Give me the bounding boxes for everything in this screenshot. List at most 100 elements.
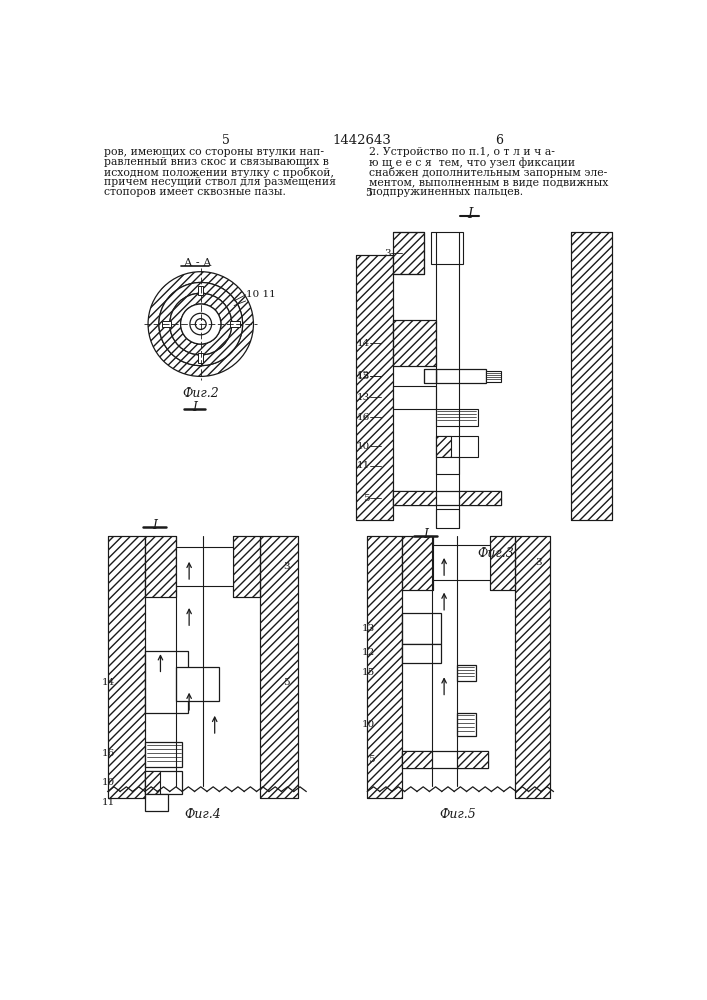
Text: 2. Устройство по п.1, о т л и ч а-: 2. Устройство по п.1, о т л и ч а- [369, 147, 555, 157]
Text: 11: 11 [103, 798, 115, 807]
Bar [145, 536, 176, 597]
Bar [145, 742, 182, 767]
Bar [402, 613, 441, 644]
Bar [436, 509, 459, 528]
Circle shape [170, 293, 232, 355]
Circle shape [190, 313, 211, 335]
Text: 6: 6 [495, 134, 503, 147]
Bar [431, 232, 464, 264]
Bar [107, 536, 145, 798]
Text: 1442643: 1442643 [332, 134, 392, 147]
Text: Фиг.4: Фиг.4 [184, 808, 221, 821]
Text: 14: 14 [103, 678, 115, 687]
Text: 10: 10 [103, 778, 115, 787]
Text: 5: 5 [363, 494, 370, 503]
Text: I: I [152, 519, 157, 532]
Circle shape [170, 293, 232, 355]
Bar [393, 232, 424, 274]
Bar [393, 491, 436, 505]
Text: причем несущий ствол для размещения: причем несущий ствол для размещения [104, 177, 336, 187]
Bar [402, 536, 433, 590]
Bar [571, 232, 612, 520]
Text: I: I [192, 401, 197, 414]
Text: 10 11: 10 11 [247, 290, 276, 299]
Bar [424, 369, 436, 383]
Bar [393, 232, 424, 274]
Bar [490, 536, 515, 590]
Bar [436, 436, 478, 457]
Bar [459, 491, 501, 505]
Text: ментом, выполненным в виде подвижных: ментом, выполненным в виде подвижных [369, 177, 608, 187]
Bar [233, 536, 260, 597]
Text: I: I [467, 207, 472, 221]
Bar [230, 321, 240, 327]
Text: 3: 3 [384, 249, 391, 258]
Bar [198, 353, 204, 363]
Bar [436, 436, 451, 457]
Bar [402, 751, 488, 768]
Bar [145, 771, 160, 794]
Text: 14: 14 [356, 339, 370, 348]
Bar [486, 371, 501, 382]
Text: Фиг.3: Фиг.3 [477, 547, 513, 560]
Bar [176, 667, 218, 701]
Bar [457, 713, 476, 736]
Text: равленный вниз скос и связывающих в: равленный вниз скос и связывающих в [104, 157, 329, 167]
Circle shape [195, 319, 206, 329]
Bar [433, 545, 490, 580]
Text: 13: 13 [356, 393, 370, 402]
Bar [393, 386, 436, 409]
Text: снабжен дополнительным запорным эле-: снабжен дополнительным запорным эле- [369, 167, 607, 178]
Text: 5: 5 [284, 678, 290, 687]
Bar [198, 286, 204, 295]
Bar [490, 536, 515, 590]
Text: ю щ е е с я  тем, что узел фиксации: ю щ е е с я тем, что узел фиксации [369, 157, 575, 168]
Circle shape [148, 272, 253, 376]
Text: 16: 16 [103, 749, 115, 758]
Text: 15: 15 [356, 372, 370, 381]
Text: 5: 5 [368, 755, 375, 764]
Text: стопоров имеет сквозные пазы.: стопоров имеет сквозные пазы. [104, 187, 286, 197]
Text: ров, имеющих со стороны втулки нап-: ров, имеющих со стороны втулки нап- [104, 147, 324, 157]
Circle shape [180, 304, 221, 344]
Bar [145, 536, 176, 597]
Text: 3: 3 [284, 562, 290, 571]
Text: 5: 5 [221, 134, 230, 147]
Text: 3: 3 [535, 558, 542, 567]
Bar [176, 547, 233, 586]
Text: 12: 12 [362, 648, 375, 657]
Bar [145, 651, 187, 713]
Text: 11: 11 [356, 461, 370, 470]
Text: А - А: А - А [184, 258, 211, 268]
Bar [402, 751, 432, 768]
Text: 16: 16 [356, 413, 370, 422]
Bar [402, 536, 433, 590]
Bar [515, 536, 549, 798]
Text: подпружиненных пальцев.: подпружиненных пальцев. [369, 187, 523, 197]
Text: 5: 5 [365, 188, 372, 198]
Bar [402, 644, 441, 663]
Bar [457, 751, 488, 768]
Circle shape [159, 282, 243, 366]
Bar [145, 771, 182, 794]
Bar [457, 665, 476, 681]
Text: 10: 10 [356, 442, 370, 451]
Bar [393, 320, 436, 366]
Bar [145, 794, 168, 811]
Text: Фиг.5: Фиг.5 [440, 808, 477, 821]
Bar [162, 321, 171, 327]
Text: 13: 13 [362, 624, 375, 633]
Text: 15: 15 [362, 668, 375, 677]
Text: Фиг.2: Фиг.2 [182, 387, 219, 400]
Bar [436, 409, 478, 426]
Circle shape [159, 282, 243, 366]
Bar [436, 369, 486, 383]
Text: 12: 12 [356, 371, 370, 380]
Bar [393, 320, 436, 366]
Bar [368, 536, 402, 798]
Bar [393, 491, 501, 505]
Bar [356, 255, 393, 520]
Bar [260, 536, 298, 798]
Circle shape [180, 304, 221, 344]
Text: I: I [423, 528, 428, 541]
